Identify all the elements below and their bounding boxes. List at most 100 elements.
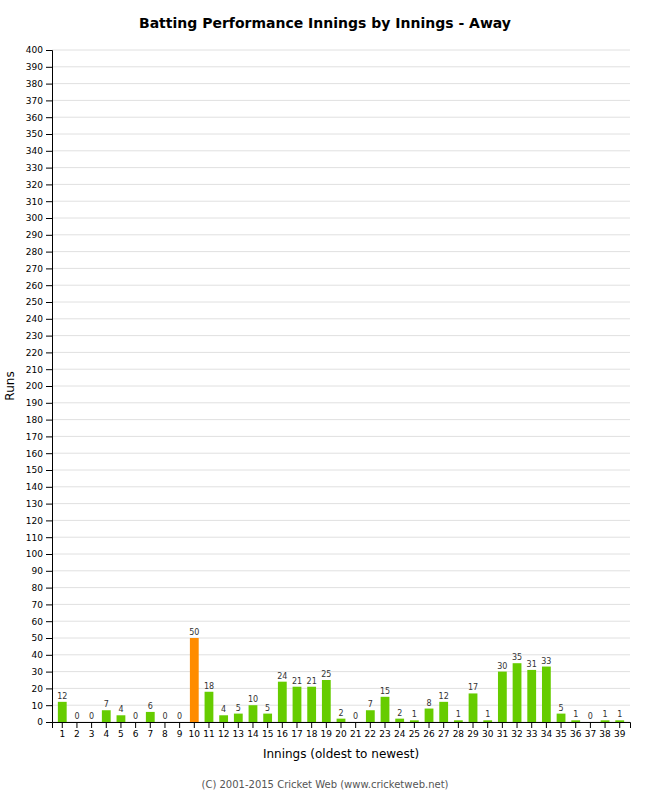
tick-mark bbox=[46, 302, 52, 303]
grid-line bbox=[52, 218, 630, 219]
tick-mark bbox=[46, 184, 52, 185]
tick-label: 310 bbox=[26, 197, 43, 207]
tick: 1 bbox=[59, 722, 65, 739]
data-label: 21 bbox=[292, 677, 302, 686]
tick-mark bbox=[355, 722, 356, 728]
tick: 180 bbox=[26, 415, 52, 425]
tick-label: 20 bbox=[335, 729, 347, 739]
tick-mark bbox=[46, 100, 52, 101]
data-label: 0 bbox=[177, 712, 182, 721]
tick: 32 bbox=[511, 722, 522, 739]
tick-mark bbox=[46, 722, 52, 723]
grid-line bbox=[52, 83, 630, 84]
tick-label: 260 bbox=[26, 281, 43, 291]
grid-line bbox=[52, 150, 630, 151]
bar bbox=[454, 720, 463, 722]
tick-label: 60 bbox=[32, 617, 44, 627]
tick-label: 3 bbox=[89, 729, 95, 739]
tick-mark bbox=[46, 537, 52, 538]
tick-mark bbox=[399, 722, 400, 728]
tick: 5 bbox=[118, 722, 124, 739]
tick: 400 bbox=[26, 45, 52, 55]
tick-label: 20 bbox=[32, 684, 44, 694]
tick-label: 380 bbox=[26, 79, 43, 89]
bar bbox=[249, 705, 258, 722]
data-label: 5 bbox=[559, 704, 564, 713]
tick: 330 bbox=[26, 163, 52, 173]
data-label: 30 bbox=[497, 662, 507, 671]
tick-mark bbox=[91, 722, 92, 728]
tick-label: 36 bbox=[570, 729, 582, 739]
grid-line bbox=[52, 100, 630, 101]
tick-mark bbox=[46, 369, 52, 370]
grid-line bbox=[52, 66, 630, 67]
bar bbox=[513, 663, 522, 722]
tick-mark bbox=[487, 722, 488, 728]
bar bbox=[571, 720, 580, 722]
bar bbox=[102, 710, 111, 722]
tick-mark bbox=[46, 453, 52, 454]
tick-mark bbox=[46, 470, 52, 471]
data-label: 0 bbox=[133, 712, 138, 721]
tick-label: 100 bbox=[26, 549, 43, 559]
tick-mark bbox=[46, 487, 52, 488]
tick-mark bbox=[179, 722, 180, 728]
tick-label: 26 bbox=[423, 729, 435, 739]
tick-label: 40 bbox=[32, 650, 44, 660]
chart: 1200740600501845105242121252071521812117… bbox=[0, 0, 650, 800]
tick-mark bbox=[46, 520, 52, 521]
tick-mark bbox=[429, 722, 430, 728]
data-label: 15 bbox=[380, 687, 390, 696]
data-label: 12 bbox=[439, 692, 449, 701]
tick-mark bbox=[46, 336, 52, 337]
tick-mark bbox=[120, 722, 121, 728]
tick-label: 28 bbox=[453, 729, 465, 739]
tick-label: 160 bbox=[26, 449, 43, 459]
tick: 17 bbox=[291, 722, 302, 739]
tick-label: 14 bbox=[247, 729, 259, 739]
tick-mark bbox=[252, 722, 253, 728]
tick-label: 39 bbox=[614, 729, 626, 739]
grid-line bbox=[52, 638, 630, 639]
tick-label: 360 bbox=[26, 113, 43, 123]
tick-label: 34 bbox=[541, 729, 553, 739]
tick: 35 bbox=[555, 722, 566, 739]
tick: 40 bbox=[32, 650, 52, 660]
tick-mark bbox=[502, 722, 503, 728]
axis-line bbox=[53, 723, 631, 729]
tick: 250 bbox=[26, 297, 52, 307]
tick: 140 bbox=[26, 482, 52, 492]
grid bbox=[52, 50, 630, 722]
tick-label: 150 bbox=[26, 465, 43, 475]
tick-label: 25 bbox=[409, 729, 420, 739]
tick: 39 bbox=[614, 722, 626, 739]
tick-mark bbox=[531, 722, 532, 728]
tick-mark bbox=[46, 201, 52, 202]
tick: 260 bbox=[26, 281, 52, 291]
tick-mark bbox=[370, 722, 371, 728]
tick-mark bbox=[46, 235, 52, 236]
tick: 18 bbox=[306, 722, 318, 739]
tick: 50 bbox=[32, 633, 52, 643]
data-label: 6 bbox=[148, 702, 153, 711]
tick-mark bbox=[385, 722, 386, 728]
tick-mark bbox=[238, 722, 239, 728]
tick-label: 32 bbox=[511, 729, 522, 739]
tick-label: 19 bbox=[321, 729, 333, 739]
tick-mark bbox=[135, 722, 136, 728]
tick: 26 bbox=[423, 722, 435, 739]
tick-label: 190 bbox=[26, 398, 43, 408]
data-label: 1 bbox=[603, 710, 608, 719]
tick-label: 5 bbox=[118, 729, 124, 739]
tick: 10 bbox=[32, 701, 52, 711]
grid-line bbox=[52, 570, 630, 571]
tick: 4 bbox=[103, 722, 109, 739]
tick-mark bbox=[443, 722, 444, 728]
data-label: 5 bbox=[265, 704, 270, 713]
bar bbox=[117, 715, 126, 722]
data-label: 2 bbox=[397, 709, 402, 718]
grid-line bbox=[52, 134, 630, 135]
tick-label: 50 bbox=[32, 633, 44, 643]
tick-mark bbox=[46, 504, 52, 505]
data-label: 50 bbox=[189, 628, 199, 637]
